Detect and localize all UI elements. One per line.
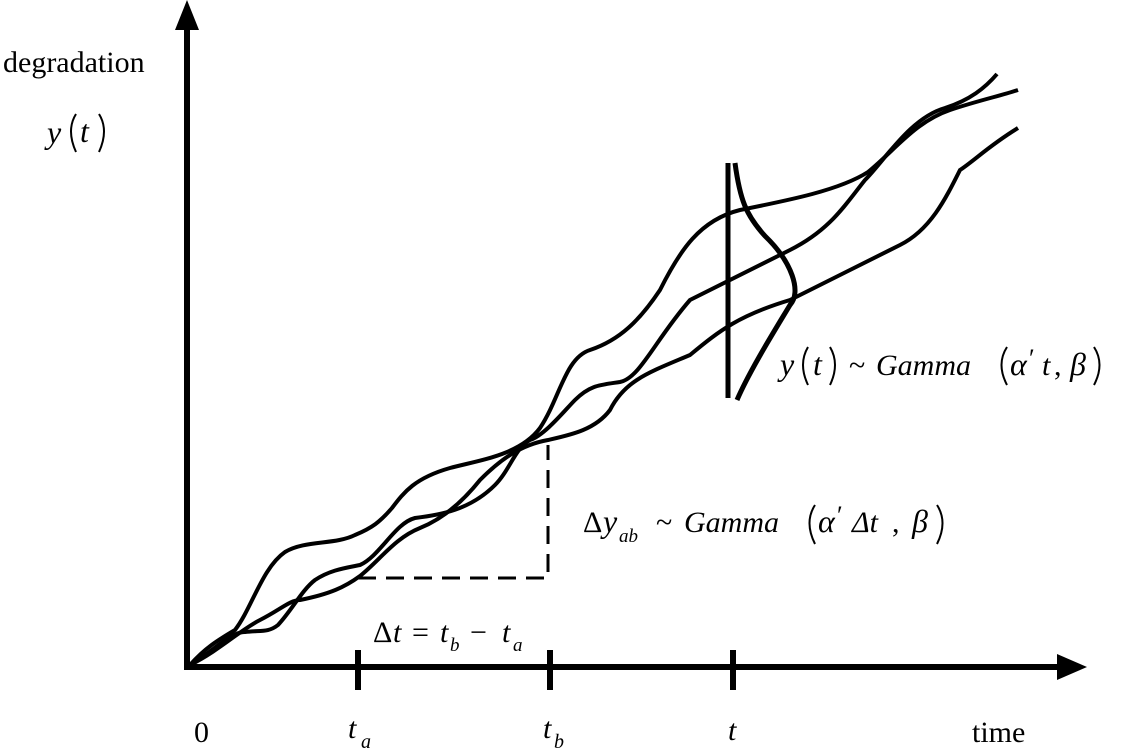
svg-text:a: a xyxy=(513,635,523,656)
svg-text:t: t xyxy=(813,346,823,382)
svg-text:y: y xyxy=(777,346,795,382)
svg-text:,: , xyxy=(892,506,900,539)
svg-text:=: = xyxy=(412,616,429,649)
tick-label-tb: t xyxy=(543,712,552,745)
svg-text:t: t xyxy=(502,616,511,649)
tick-label-t: t xyxy=(728,714,737,747)
svg-text:Gamma: Gamma xyxy=(876,349,971,382)
y-axis-function: y xyxy=(44,114,62,150)
tick-label-ta-sub: a xyxy=(361,731,371,751)
y-axis-label: degradation xyxy=(3,46,145,79)
increment-dashed-lines xyxy=(358,445,550,580)
degradation-path-1 xyxy=(188,88,1019,667)
svg-text:′: ′ xyxy=(1029,344,1035,373)
tick-label-ta: t xyxy=(348,712,357,745)
x-axis-arrowhead xyxy=(1057,654,1087,680)
svg-text:−: − xyxy=(470,616,487,649)
y-axis-arrowhead xyxy=(175,0,199,30)
svg-text:t: t xyxy=(1042,349,1051,382)
tick-label-tb-sub: b xyxy=(554,731,564,751)
delta-y-distribution-label: Δ y ab ~ Gamma α ′ Δt , β xyxy=(583,501,944,547)
delta-t-equation: Δ t = t b − t a xyxy=(373,616,523,656)
svg-text:β: β xyxy=(911,503,928,539)
svg-text:′: ′ xyxy=(837,501,843,530)
svg-text:y: y xyxy=(600,503,618,539)
x-axis-label: time xyxy=(972,716,1025,749)
svg-text:~: ~ xyxy=(849,349,865,382)
gamma-density-curve xyxy=(732,162,798,401)
origin-label: 0 xyxy=(194,716,209,749)
svg-text:Δ: Δ xyxy=(583,506,602,539)
svg-text:~: ~ xyxy=(656,506,672,539)
svg-text:t: t xyxy=(440,616,449,649)
svg-text:α: α xyxy=(1010,346,1028,382)
y-distribution-label: y t ~ Gamma α ′ t , β xyxy=(777,344,1101,386)
svg-text:α: α xyxy=(818,503,836,539)
degradation-path-3 xyxy=(189,126,1020,667)
svg-text:b: b xyxy=(450,635,460,656)
svg-text:ab: ab xyxy=(619,526,638,547)
y-axis-function-arg: t xyxy=(80,113,90,149)
svg-text:Δt: Δt xyxy=(851,506,879,539)
svg-text:Δ: Δ xyxy=(373,616,392,649)
svg-text:,: , xyxy=(1054,349,1062,382)
svg-text:t: t xyxy=(393,616,402,649)
y-axis-function-rparen xyxy=(98,113,105,153)
svg-text:Gamma: Gamma xyxy=(684,506,779,539)
svg-text:β: β xyxy=(1069,346,1086,382)
y-axis-function-lparen xyxy=(70,113,77,153)
